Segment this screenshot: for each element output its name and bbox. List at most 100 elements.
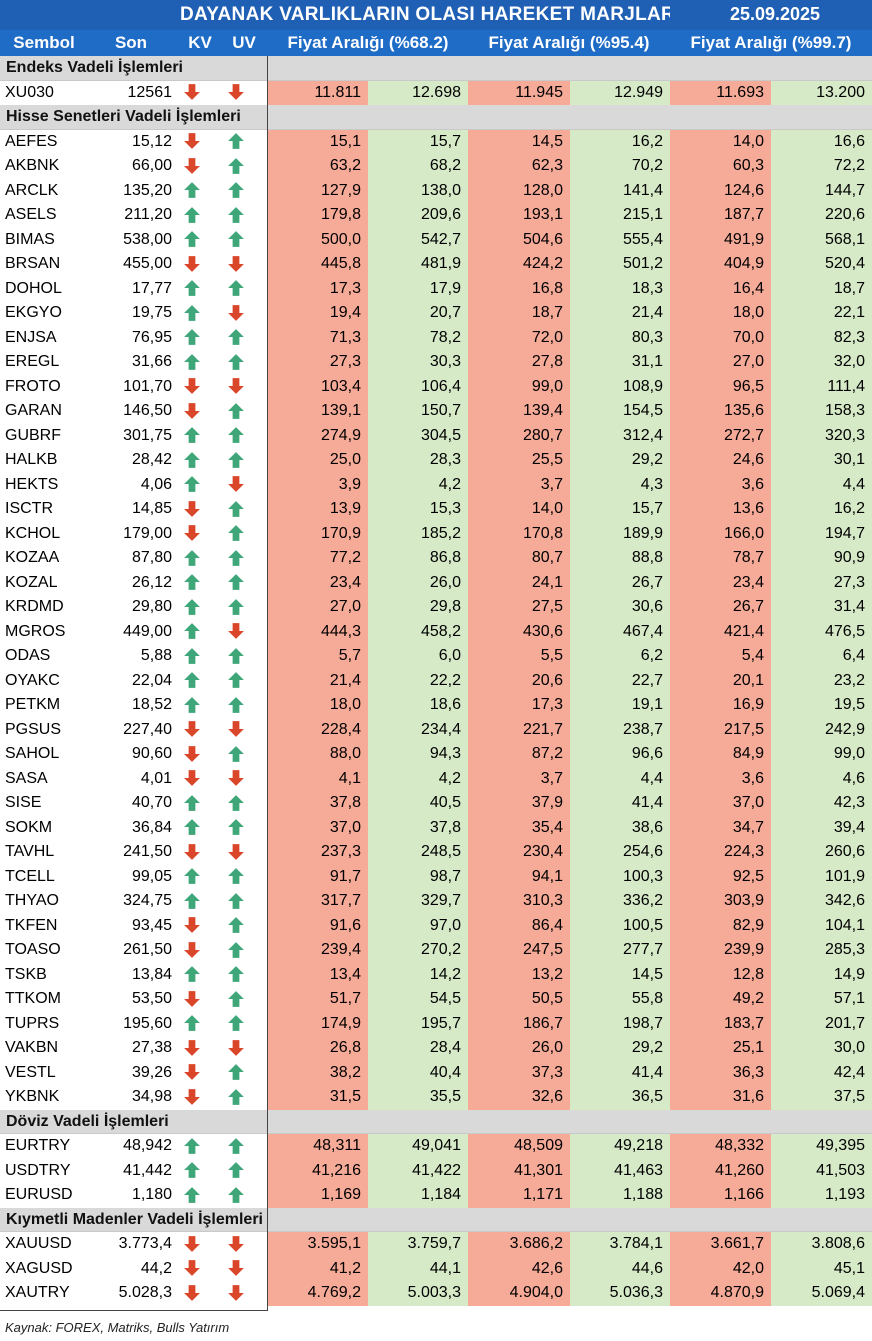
range-high-cell: 198,7 (570, 1011, 670, 1036)
uv-trend-cell (222, 644, 250, 669)
table-row: VESTL 39,26 38,2 40,4 37,3 41,4 36,3 42,4 (0, 1060, 872, 1085)
range-high-cell: 4,6 (771, 766, 872, 791)
range-low-cell: 37,0 (670, 791, 771, 816)
last-price-cell: 48,942 (123, 1137, 172, 1154)
down-arrow-icon (228, 1260, 244, 1277)
down-arrow-icon (184, 1039, 200, 1056)
range-high-cell: 15,3 (368, 497, 468, 522)
range-low-cell: 26,7 (670, 595, 771, 620)
range-high-cell: 111,4 (771, 374, 872, 399)
range-low-cell: 303,9 (670, 889, 771, 914)
kv-trend-cell (178, 620, 206, 645)
range-low-cell: 5,4 (670, 644, 771, 669)
down-arrow-icon (228, 255, 244, 272)
range-high-cell: 21,4 (570, 301, 670, 326)
range-high-cell: 18,7 (771, 276, 872, 301)
up-arrow-icon (228, 598, 244, 615)
uv-trend-cell (222, 840, 250, 865)
up-arrow-icon (184, 574, 200, 591)
range-low-cell: 86,4 (468, 913, 570, 938)
range-low-cell: 5,5 (468, 644, 570, 669)
symbol-cell: TKFEN (5, 916, 58, 934)
range-low-cell: 504,6 (468, 227, 570, 252)
col-uv-header: UV (232, 33, 256, 52)
down-arrow-icon (184, 721, 200, 738)
col-symbol-header: Sembol (13, 33, 75, 52)
range-high-cell: 38,6 (570, 815, 670, 840)
range-high-cell: 30,1 (771, 448, 872, 473)
table-row: ISCTR 14,85 13,9 15,3 14,0 15,7 13,6 16,2 (0, 497, 872, 522)
range-high-cell: 16,6 (771, 129, 872, 154)
section-header: Döviz Vadeli İşlemleri (0, 1109, 872, 1134)
uv-trend-cell (222, 399, 250, 424)
range-high-cell: 185,2 (368, 521, 468, 546)
range-high-cell: 1,184 (368, 1183, 468, 1208)
report-title: DAYANAK VARLIKLARIN OLASI HAREKET MARJLA… (180, 4, 670, 25)
up-arrow-icon (184, 1015, 200, 1032)
last-price-cell: 18,52 (131, 696, 172, 713)
up-arrow-icon (184, 549, 200, 566)
down-arrow-icon (228, 84, 244, 101)
kv-trend-cell (178, 1036, 206, 1061)
last-price-cell: 15,12 (131, 132, 172, 150)
range-high-cell: 78,2 (368, 325, 468, 350)
last-price-cell: 53,50 (131, 990, 172, 1007)
up-arrow-icon (228, 1015, 244, 1032)
range-low-cell: 3.661,7 (670, 1232, 771, 1257)
range-high-cell: 18,6 (368, 693, 468, 718)
down-arrow-icon (184, 1284, 200, 1301)
range-low-cell: 60,3 (670, 154, 771, 179)
uv-trend-cell (222, 350, 250, 375)
range-low-cell: 3,7 (468, 472, 570, 497)
symbol-cell: BRSAN (5, 255, 61, 272)
range-low-cell: 48,332 (670, 1134, 771, 1159)
down-arrow-icon (184, 84, 200, 101)
kv-trend-cell (178, 914, 206, 939)
range-high-cell: 30,3 (368, 350, 468, 375)
symbol-cell: VAKBN (5, 1039, 59, 1056)
symbol-cell: THYAO (5, 892, 59, 909)
table-row: SASA 4,01 4,1 4,2 3,7 4,4 3,6 4,6 (0, 766, 872, 791)
down-arrow-icon (184, 255, 200, 272)
range-high-cell: 49,218 (570, 1134, 670, 1159)
range-high-cell: 14,9 (771, 962, 872, 987)
range-low-cell: 179,8 (268, 203, 368, 228)
symbol-cell: OYAKC (5, 671, 60, 689)
range-high-cell: 312,4 (570, 423, 670, 448)
last-price-cell: 135,20 (123, 181, 172, 199)
range-low-cell: 11.811 (268, 80, 368, 105)
kv-trend-cell (178, 791, 206, 816)
symbol-cell: XAUTRY (5, 1284, 70, 1301)
up-arrow-icon (184, 304, 200, 321)
up-arrow-icon (184, 598, 200, 615)
kv-trend-cell (178, 987, 206, 1012)
col-kv-header: KV (188, 33, 212, 52)
down-arrow-icon (228, 721, 244, 738)
range-low-cell: 94,1 (468, 864, 570, 889)
range-high-cell: 209,6 (368, 203, 468, 228)
kv-trend-cell (178, 595, 206, 620)
range-high-cell: 30,6 (570, 595, 670, 620)
up-arrow-icon (184, 476, 200, 493)
range-high-cell: 144,7 (771, 178, 872, 203)
col-range1-header: Fiyat Aralığı (%68.2) (287, 33, 449, 52)
symbol-cell: EKGYO (5, 304, 62, 321)
range-low-cell: 91,6 (268, 913, 368, 938)
kv-trend-cell (178, 546, 206, 571)
last-price-cell: 4,01 (140, 769, 172, 787)
kv-trend-cell (178, 571, 206, 596)
section-header: Endeks Vadeli İşlemleri (0, 56, 872, 81)
table-row: TCELL 99,05 91,7 98,7 94,1 100,3 92,5 101,9 (0, 864, 872, 889)
uv-trend-cell (222, 81, 250, 106)
uv-trend-cell (222, 693, 250, 718)
last-price-cell: 36,84 (131, 818, 172, 836)
last-price-cell: 211,20 (124, 206, 172, 223)
down-arrow-icon (184, 525, 200, 542)
table-row: XU030 12561 11.811 12.698 11.945 12.949 11.693… (0, 80, 872, 106)
table-row: MGROS 449,00 444,3 458,2 430,6 467,4 421,4 476,… (0, 619, 872, 645)
uv-trend-cell (222, 1159, 250, 1184)
range-low-cell: 170,8 (468, 521, 570, 546)
up-arrow-icon (184, 353, 200, 370)
table-row: TTKOM 53,50 51,7 54,5 50,5 55,8 49,2 57,1 (0, 987, 872, 1012)
range-low-cell: 174,9 (268, 1011, 368, 1036)
